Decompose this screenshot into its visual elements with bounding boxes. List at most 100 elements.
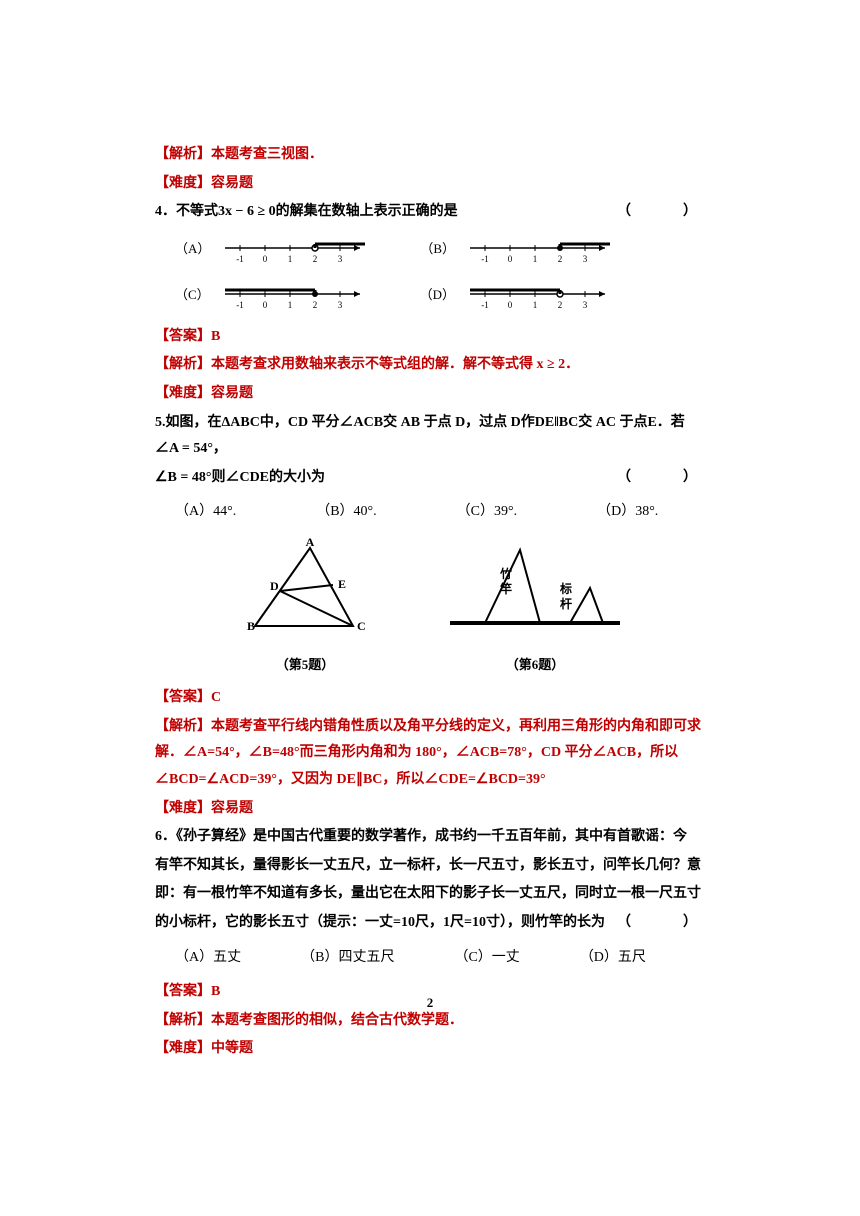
q5-figures: A B C D E （第5题） 竹 竿 标 杆 （第6题） xyxy=(155,538,705,677)
figure-6-caption: （第6题） xyxy=(445,653,625,678)
q5-option-b: （B）40°. xyxy=(316,499,376,526)
svg-text:标: 标 xyxy=(559,581,572,596)
difficulty-text: 中等题 xyxy=(211,1041,253,1056)
svg-text:1: 1 xyxy=(533,254,538,264)
svg-text:A: A xyxy=(306,538,315,549)
analysis-text: 本题考查三视图． xyxy=(211,147,323,162)
exam-page: 【解析】本题考查三视图． 【难度】容易题 4．不等式3x − 6 ≥ 0的解集在… xyxy=(0,0,860,1216)
svg-text:0: 0 xyxy=(508,300,513,310)
figure-5-caption: （第5题） xyxy=(235,653,375,678)
q6-stem-2: 有竿不知其长，量得影长一丈五尺，立一标杆，长一尺五寸，影长五寸，问竿长几何？意 xyxy=(155,853,705,880)
svg-text:2: 2 xyxy=(558,254,563,264)
q5-number: 5. xyxy=(155,415,166,430)
numberline-a-icon: -1 0 1 2 3 xyxy=(220,236,370,264)
figure-6: 竹 竿 标 杆 （第6题） xyxy=(445,538,625,677)
q4-option-b: （B） -1 0 1 2 3 xyxy=(420,236,615,264)
q6-number: 6． xyxy=(155,829,176,844)
q6-option-c: （C）一丈 xyxy=(454,945,519,972)
svg-text:-1: -1 xyxy=(481,300,489,310)
analysis-label: 【解析】 xyxy=(155,147,211,162)
svg-text:竿: 竿 xyxy=(500,581,512,596)
q6-options: （A）五丈 （B）四丈五尺 （C）一丈 （D）五尺 xyxy=(175,945,705,972)
svg-text:-1: -1 xyxy=(481,254,489,264)
svg-text:竹: 竹 xyxy=(499,566,512,581)
q5-analysis: 【解析】本题考查平行线内错角性质以及角平分线的定义，再利用三角形的内角和即可求解… xyxy=(155,714,705,794)
answer-text: B xyxy=(211,329,220,344)
q6-option-b: （B）四丈五尺 xyxy=(301,945,394,972)
svg-text:B: B xyxy=(247,619,255,633)
svg-text:2: 2 xyxy=(558,300,563,310)
difficulty-text: 容易题 xyxy=(211,386,253,401)
svg-text:1: 1 xyxy=(287,300,292,310)
svg-text:3: 3 xyxy=(338,254,343,264)
svg-text:3: 3 xyxy=(583,300,588,310)
svg-text:-1: -1 xyxy=(236,300,244,310)
q5-stem-text1: 如图，在ΔABC中，CD 平分∠ACB交 AB 于点 D，过点 D作DE‖BC交… xyxy=(155,415,685,457)
q5-paren: （ ） xyxy=(617,465,705,492)
svg-text:3: 3 xyxy=(583,254,588,264)
svg-text:2: 2 xyxy=(313,254,318,264)
q4-option-c: （C） -1 0 1 2 3 xyxy=(175,282,370,310)
svg-text:2: 2 xyxy=(312,300,317,310)
svg-text:E: E xyxy=(338,577,346,591)
q6-stem-4: 的小标杆，它的影长五寸（提示：一丈=10尺，1尺=10寸），则竹竿的长为 （ ） xyxy=(155,910,705,937)
svg-text:-1: -1 xyxy=(237,254,245,264)
analysis-text: 本题考查平行线内错角性质以及角平分线的定义，再利用三角形的内角和即可求解．∠A=… xyxy=(155,719,701,787)
svg-text:杆: 杆 xyxy=(560,596,572,611)
q6-difficulty: 【难度】中等题 xyxy=(155,1036,705,1063)
q4-option-d: （D） -1 0 1 2 3 xyxy=(420,282,615,310)
analysis-text: 本题考查求用数轴来表示不等式组的解．解不等式得 x ≥ 2． xyxy=(211,357,579,372)
q5-stem-text2: ∠B = 48°则∠CDE的大小为 xyxy=(155,470,325,485)
difficulty-label: 【难度】 xyxy=(155,801,211,816)
q4-paren: （ ） xyxy=(617,199,705,226)
q6-option-d: （D）五尺 xyxy=(580,945,646,972)
q5-difficulty: 【难度】容易题 xyxy=(155,796,705,823)
q4-difficulty: 【难度】容易题 xyxy=(155,381,705,408)
svg-text:3: 3 xyxy=(337,300,342,310)
q5-option-a: （A）44°. xyxy=(175,499,236,526)
q3-analysis: 【解析】本题考查三视图． xyxy=(155,142,705,169)
answer-label: 【答案】 xyxy=(155,329,211,344)
q4-answer: 【答案】B xyxy=(155,324,705,351)
difficulty-text: 容易题 xyxy=(211,176,253,191)
svg-text:C: C xyxy=(357,619,366,633)
difficulty-text: 容易题 xyxy=(211,801,253,816)
q4-option-d-label: （D） xyxy=(420,283,455,308)
q6-paren: （ ） xyxy=(617,910,705,937)
q4-stem: 4．不等式3x − 6 ≥ 0的解集在数轴上表示正确的是 （ ） xyxy=(155,199,705,226)
q4-number: 4． xyxy=(155,204,176,219)
q5-option-d: （D）38°. xyxy=(597,499,658,526)
answer-text: C xyxy=(211,690,221,705)
numberline-d-icon: -1 0 1 2 3 xyxy=(465,282,615,310)
page-number: 2 xyxy=(0,991,860,1016)
q5-stem-row1: 5.如图，在ΔABC中，CD 平分∠ACB交 AB 于点 D，过点 D作DE‖B… xyxy=(155,410,705,463)
svg-text:D: D xyxy=(270,579,279,593)
q4-option-c-label: （C） xyxy=(175,283,210,308)
q3-difficulty: 【难度】容易题 xyxy=(155,171,705,198)
q5-stem-row2: ∠B = 48°则∠CDE的大小为 （ ） xyxy=(155,465,705,492)
difficulty-label: 【难度】 xyxy=(155,1041,211,1056)
difficulty-label: 【难度】 xyxy=(155,386,211,401)
q4-option-a: （A） -1 0 1 2 3 xyxy=(175,236,370,264)
q6-stem-l4: 的小标杆，它的影长五寸（提示：一丈=10尺，1尺=10寸），则竹竿的长为 xyxy=(155,915,605,930)
q4-option-b-label: （B） xyxy=(420,237,455,262)
numberline-b-icon: -1 0 1 2 3 xyxy=(465,236,615,264)
analysis-label: 【解析】 xyxy=(155,719,211,734)
triangle-abc-icon: A B C D E xyxy=(235,538,375,638)
q5-options: （A）44°. （B）40°. （C）39°. （D）38°. xyxy=(175,499,705,526)
svg-text:1: 1 xyxy=(288,254,293,264)
q4-option-a-label: （A） xyxy=(175,237,210,262)
q5-answer: 【答案】C xyxy=(155,685,705,712)
figure-5: A B C D E （第5题） xyxy=(235,538,375,677)
q4-numberlines: （A） -1 0 1 2 3 （B） -1 0 1 2 3 xyxy=(175,236,705,310)
svg-text:0: 0 xyxy=(263,254,268,264)
numberline-c-icon: -1 0 1 2 3 xyxy=(220,282,370,310)
analysis-label: 【解析】 xyxy=(155,357,211,372)
svg-text:0: 0 xyxy=(262,300,267,310)
pole-shadow-icon: 竹 竿 标 杆 xyxy=(445,538,625,638)
svg-text:0: 0 xyxy=(508,254,513,264)
q5-option-c: （C）39°. xyxy=(457,499,517,526)
svg-text:1: 1 xyxy=(533,300,538,310)
answer-label: 【答案】 xyxy=(155,690,211,705)
difficulty-label: 【难度】 xyxy=(155,176,211,191)
